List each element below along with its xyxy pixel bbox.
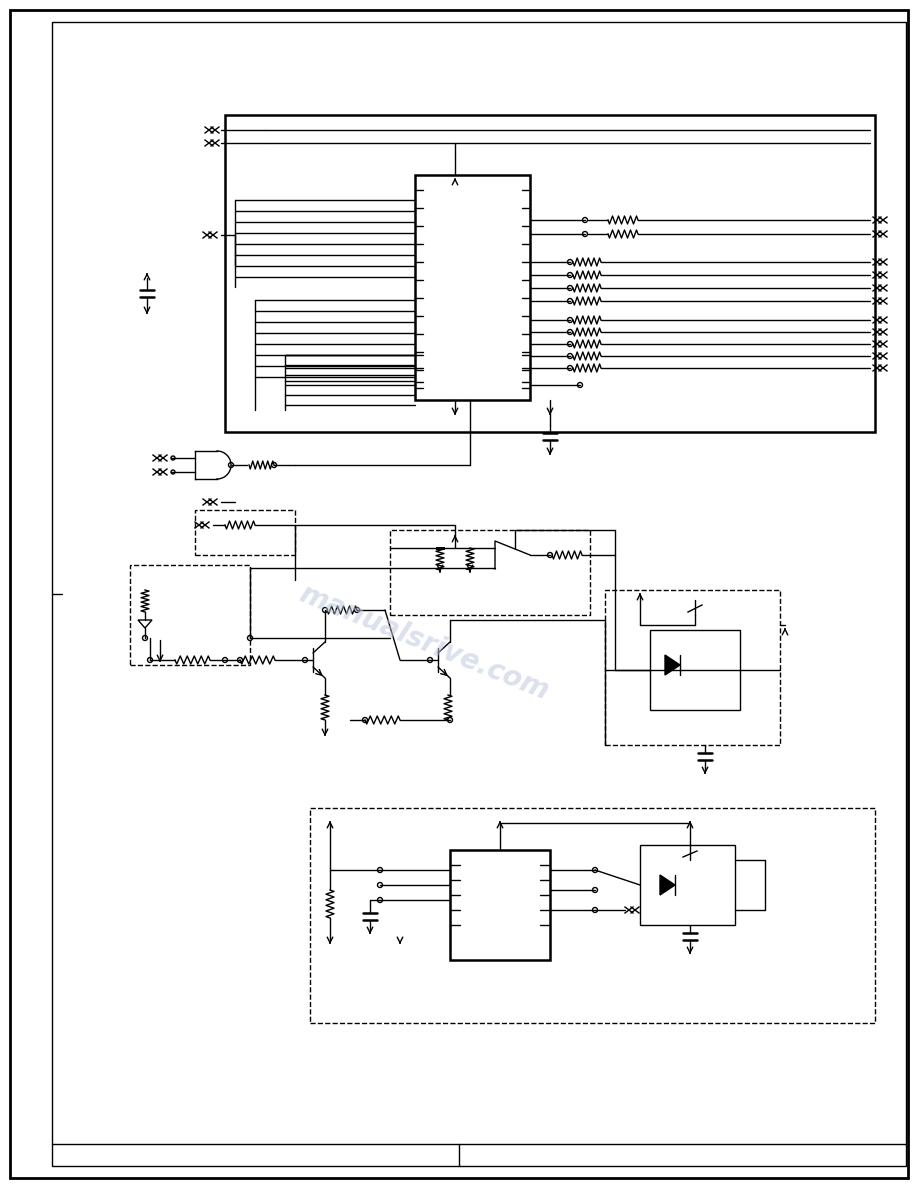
Bar [130, 565, 250, 665]
Polygon shape [665, 655, 680, 675]
Bar [450, 849, 550, 960]
Bar [225, 115, 875, 432]
Bar [605, 590, 780, 745]
Bar [310, 808, 875, 1023]
Text: manualsrive.com: manualsrive.com [295, 580, 553, 706]
Bar [650, 630, 740, 710]
Polygon shape [660, 876, 675, 895]
Bar [415, 175, 530, 400]
Bar [640, 845, 735, 925]
Bar [390, 530, 590, 615]
Bar [195, 510, 295, 555]
